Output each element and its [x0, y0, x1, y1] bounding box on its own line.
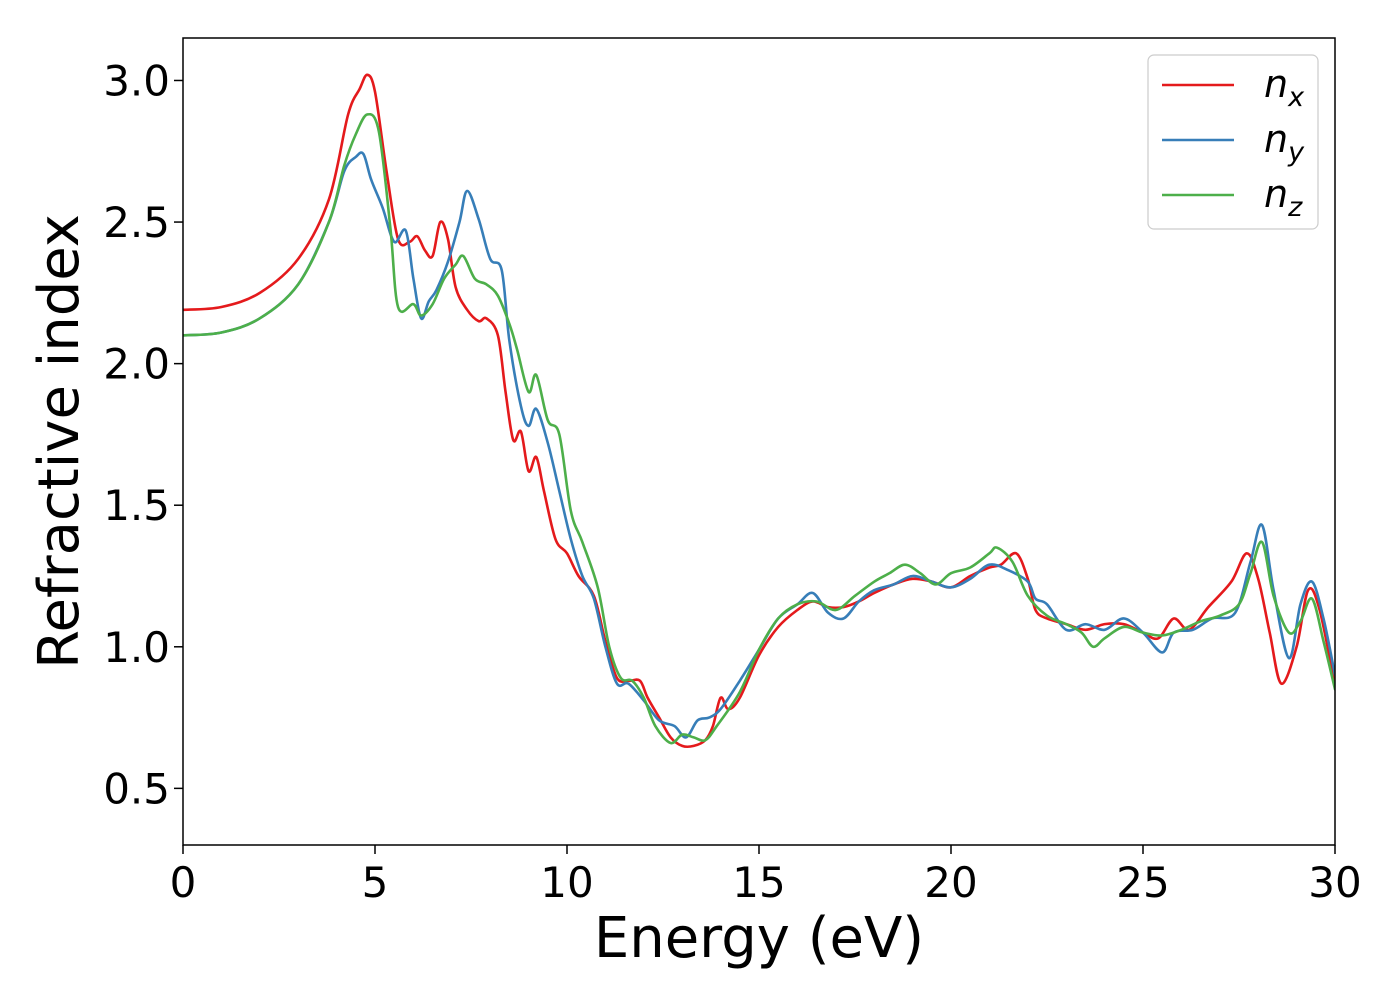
x-tick-label: 20 [924, 858, 977, 907]
legend-box [1147, 54, 1319, 230]
x-tick-label: 30 [1308, 858, 1361, 907]
legend-label: nz [1264, 172, 1303, 223]
y-axis: 0.5 1.0 1.5 2.0 2.5 3.0 [103, 56, 183, 813]
y-tick-label: 2.0 [103, 340, 170, 389]
x-tick-label: 0 [170, 858, 197, 907]
y-tick-label: 2.5 [103, 198, 170, 247]
legend-item-ny: ny [1162, 117, 1305, 168]
legend-label: ny [1264, 117, 1305, 168]
x-tick-label: 5 [362, 858, 389, 907]
legend-item-nz: nz [1162, 172, 1303, 223]
x-axis-title: Energy (eV) [594, 906, 924, 971]
y-axis-title: Refractive index [27, 214, 92, 669]
legend-item-nx: nx [1162, 62, 1305, 113]
x-tick-label: 25 [1116, 858, 1169, 907]
x-tick-label: 15 [732, 858, 785, 907]
series-line-nz [183, 112, 1335, 745]
x-axis: 0 5 10 15 20 25 30 [170, 845, 1362, 907]
y-tick-label: 3.0 [103, 56, 170, 105]
x-tick-label: 10 [540, 858, 593, 907]
y-tick-label: 1.0 [103, 623, 170, 672]
series-layer [183, 73, 1335, 749]
legend-label: nx [1264, 62, 1305, 113]
y-tick-label: 1.5 [103, 481, 170, 530]
y-tick-label: 0.5 [103, 764, 170, 813]
